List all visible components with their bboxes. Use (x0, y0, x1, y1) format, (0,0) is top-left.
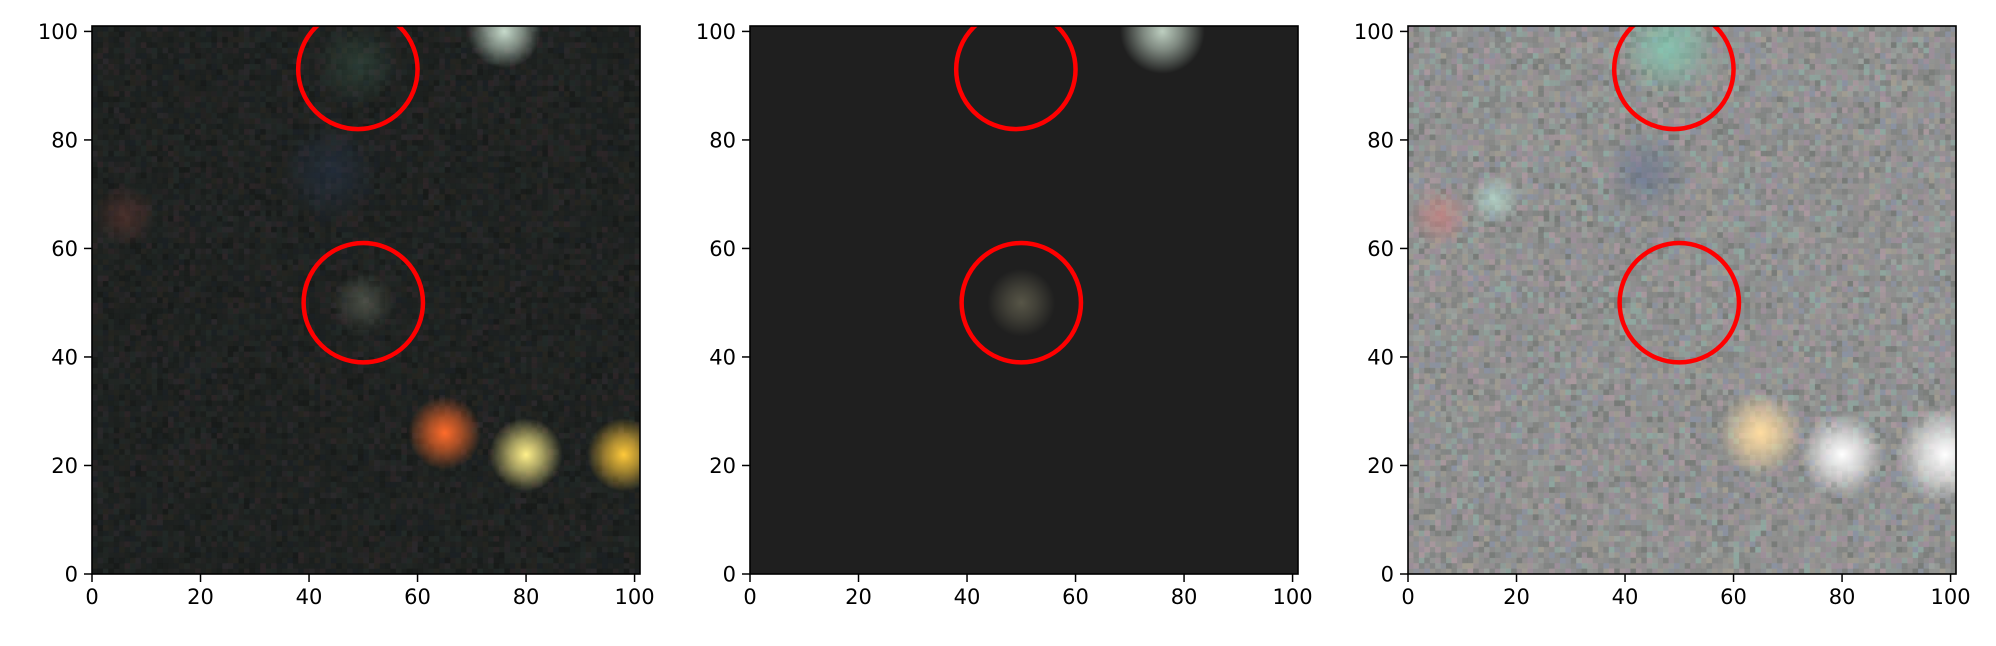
stretched-white-source-edge (1896, 405, 1995, 504)
panels: 0 20 40 60 80 100 0 20 40 60 80 100 0 20 40 60 80 100 0 20 4… (38, 0, 1995, 609)
x-tick-label: 100 (615, 585, 655, 609)
y-tick-label: 60 (1367, 237, 1394, 261)
y-tick-label: 0 (1381, 563, 1394, 587)
panel-left: 0 20 40 60 80 100 0 20 40 60 80 100 (38, 0, 660, 609)
faint-left-red-source (94, 185, 156, 247)
y-tick-label: 100 (696, 20, 736, 44)
x-tick-label: 60 (404, 585, 431, 609)
panel-image-middle (750, 0, 1298, 574)
y-tick-label: 80 (51, 128, 78, 152)
stretched-left-red-source (1410, 185, 1472, 247)
x-tick-label: 60 (1720, 585, 1747, 609)
x-tick-label: 0 (743, 585, 756, 609)
panel-right: 0 20 40 60 80 100 0 20 40 60 80 100 (1354, 0, 1995, 609)
y-tick-label: 80 (709, 128, 736, 152)
y-tick-label: 100 (38, 20, 78, 44)
y-tick-label: 40 (709, 345, 736, 369)
x-tick-label: 100 (1273, 585, 1313, 609)
x-tick-label: 80 (513, 585, 540, 609)
y-tick-label: 0 (723, 563, 736, 587)
x-tick-label: 80 (1829, 585, 1856, 609)
y-tick-label: 40 (1367, 345, 1394, 369)
y-tick-label: 60 (51, 237, 78, 261)
panel-image-left (92, 0, 660, 574)
y-tick-label: 20 (51, 454, 78, 478)
x-tick-label: 0 (85, 585, 98, 609)
y-tick-label: 100 (1354, 20, 1394, 44)
yellow-source (489, 418, 562, 491)
x-tick-label: 20 (845, 585, 872, 609)
faint-blue-patch (281, 123, 380, 222)
y-tick-label: 20 (709, 454, 736, 478)
x-tick-label: 40 (1612, 585, 1639, 609)
x-tick-label: 0 (1401, 585, 1414, 609)
x-tick-label: 60 (1062, 585, 1089, 609)
stretched-orange-source (1718, 391, 1803, 476)
stretched-white-source (1800, 412, 1885, 497)
y-tick-label: 60 (709, 237, 736, 261)
model-center-source (987, 269, 1055, 337)
faint-center-source (332, 272, 394, 334)
red-source (408, 396, 481, 469)
y-tick-label: 0 (65, 563, 78, 587)
faint-top-green-source (316, 22, 401, 107)
panel-middle: 0 20 40 60 80 100 0 20 40 60 80 100 (696, 0, 1313, 609)
y-tick-label: 40 (51, 345, 78, 369)
x-tick-label: 40 (296, 585, 323, 609)
orange-source-edge (587, 418, 660, 491)
y-tick-label: 20 (1367, 454, 1394, 478)
stretched-top-source (1619, 0, 1718, 97)
y-tick-label: 80 (1367, 128, 1394, 152)
x-tick-label: 100 (1931, 585, 1971, 609)
x-tick-label: 40 (954, 585, 981, 609)
panel-image-right (1408, 0, 1995, 574)
stretched-left-cyan-source (1469, 174, 1520, 225)
image-noise (1408, 26, 1956, 574)
stretched-blue-patch (1604, 130, 1689, 215)
x-tick-label: 80 (1171, 585, 1198, 609)
x-tick-label: 20 (1503, 585, 1530, 609)
x-tick-label: 20 (187, 585, 214, 609)
